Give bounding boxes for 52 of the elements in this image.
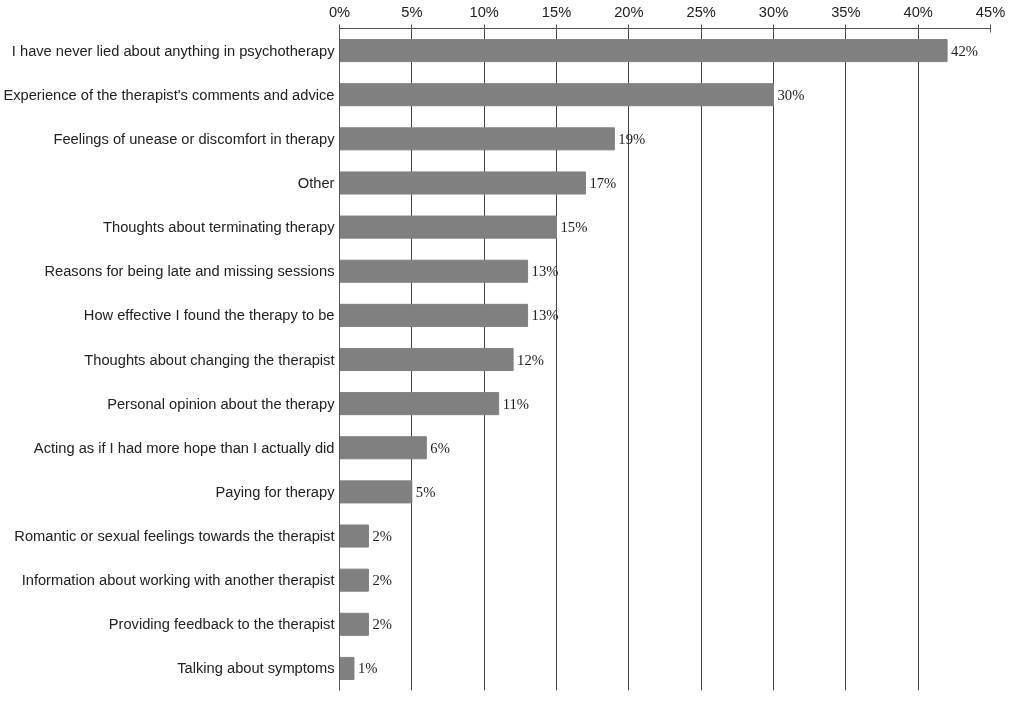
bar [339,347,514,372]
y-tick-label: Paying for therapy [215,483,336,500]
y-tick-label: Thoughts about terminating therapy [103,219,336,236]
bar [339,259,529,283]
bar [339,612,369,636]
y-tick-label: Other [297,174,335,191]
data-label: 42% [951,42,978,59]
x-tick-label: 45% [975,3,1006,20]
y-tick-label: Experience of the therapist's comments and advice [3,86,335,103]
y-tick-label: Reasons for being late and missing sessions [44,263,335,280]
x-tick-label: 30% [758,3,789,20]
bar [339,480,413,504]
bar [339,39,948,63]
y-tick-label: Acting as if I had more hope than I actually did [33,439,335,456]
y-tick-label: Providing feedback to the therapist [108,616,335,633]
bar [339,436,427,460]
x-tick-label: 20% [614,3,644,20]
data-label: 2% [372,572,392,589]
bar [339,83,774,107]
x-tick-label: 25% [686,3,716,20]
bar [339,524,369,548]
data-label: 6% [430,439,450,456]
y-tick-label: Thoughts about changing the therapist [84,351,335,368]
y-tick-label: How effective I found the therapy to be [83,307,335,324]
data-label: 5% [415,483,436,500]
data-label: 2% [372,528,392,545]
data-label: 12% [517,351,544,368]
x-tick-label: 35% [831,3,861,20]
data-label: 11% [502,395,529,412]
x-tick-label: 5% [401,3,423,20]
y-tick-label: Personal opinion about the therapy [107,395,336,412]
data-label: 1% [357,660,378,677]
bar [339,127,615,151]
y-tick-label: Information about working with another therapist [21,572,335,589]
bar [339,656,355,680]
y-tick-label: Feelings of unease or discomfort in therapy [53,130,336,147]
data-label: 17% [589,174,617,191]
bar [339,171,586,195]
y-tick-label: Romantic or sexual feelings towards the therapist [14,528,335,545]
bar [339,303,529,327]
bar [339,568,369,592]
y-tick-label: I have never lied about anything in psychotherapy [11,42,336,59]
y-tick-label: Talking about symptoms [177,660,335,677]
x-tick-label: 0% [328,3,351,20]
data-label: 30% [777,86,805,103]
data-label: 2% [372,616,392,633]
x-tick-label: 40% [903,3,933,20]
bar [339,392,500,416]
x-tick-label: 15% [541,3,572,20]
x-tick-label: 10% [469,3,499,20]
bar [339,215,557,239]
data-label: 15% [560,219,588,236]
